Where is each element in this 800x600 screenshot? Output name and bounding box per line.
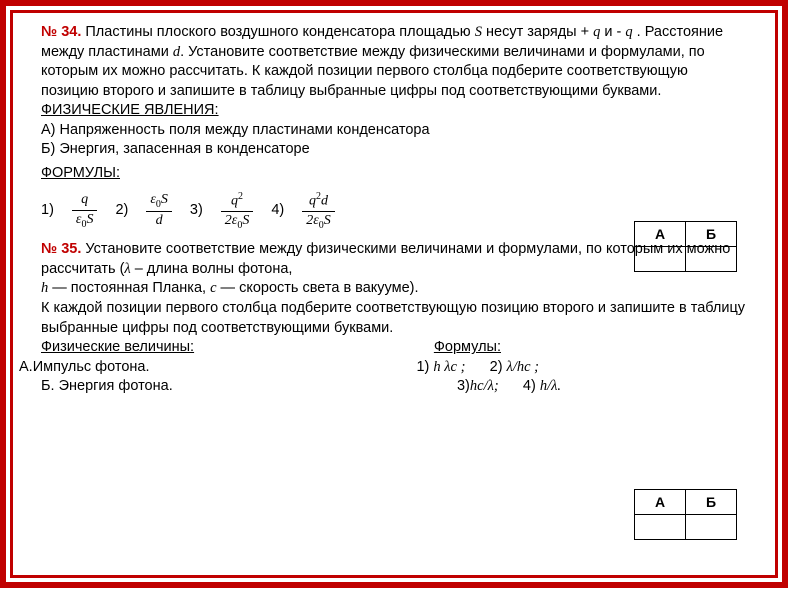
sq: 2 <box>238 191 243 202</box>
p34-option-a: А) Напряженность поля между пластинами к… <box>41 121 747 141</box>
p35-option-a: А.Импульс фотона. <box>19 358 150 378</box>
p34-col-b: Б <box>686 222 737 247</box>
p34-S: S <box>475 24 482 40</box>
problem-34-number: № 34. <box>41 24 81 40</box>
p35-cell-b[interactable] <box>686 515 737 540</box>
p35-f3f4: 3)hc/λ; 4) h/λ. <box>457 377 561 397</box>
p35-text3: — постоянная Планка, <box>48 280 210 296</box>
p34-f4-num: q2d <box>302 190 335 213</box>
S: S <box>242 213 249 228</box>
p34-f1-label: 1) <box>41 201 54 221</box>
content-frame: № 34. Пластины плоского воздушного конде… <box>10 10 778 578</box>
p35-f1f2: 1) h λc ; 2) λ/hc ; <box>416 358 539 378</box>
p35-cell-a[interactable] <box>635 515 686 540</box>
p35-f4-label: 4) <box>523 378 540 394</box>
p34-f1-num: q <box>72 191 98 211</box>
p34-col-a: А <box>635 222 686 247</box>
p34-answer-table: АБ <box>634 221 737 272</box>
q: q <box>231 193 238 208</box>
p35-f2: λ/hc ; <box>507 359 539 375</box>
p35-text5: К каждой позиции первого столбца подбери… <box>41 299 747 338</box>
S: S <box>324 213 331 228</box>
p34-text1: Пластины плоского воздушного конденсатор… <box>81 24 474 40</box>
p34-q2: q <box>625 24 632 40</box>
problem-35-number: № 35. <box>41 241 81 257</box>
p35-text4: — скорость света в вакууме). <box>217 280 419 296</box>
p34-f4-den: 2ε0S <box>302 212 335 232</box>
two-eps: 2ε <box>306 213 319 228</box>
p35-f3: hc/λ; <box>470 378 499 394</box>
p34-f2-label: 2) <box>115 201 128 221</box>
p34-option-b: Б) Энергия, запасенная в конденсаторе <box>41 140 747 160</box>
p34-f3-num: q2 <box>221 190 254 213</box>
p35-option-b: Б. Энергия фотона. <box>41 377 173 397</box>
two-eps: 2ε <box>225 213 238 228</box>
p34-f4: q2d 2ε0S <box>302 190 335 233</box>
p34-f2-den: d <box>146 212 172 231</box>
p35-phys-heading: Физические величины: <box>41 338 194 358</box>
p34-f2: ε0S d <box>146 191 172 231</box>
p34-f3-den: 2ε0S <box>221 212 254 232</box>
p34-f3: q2 2ε0S <box>221 190 254 233</box>
q: q <box>309 193 316 208</box>
d: d <box>321 193 328 208</box>
p35-f2-label: 2) <box>490 359 507 375</box>
p35-f1: h λc ; <box>433 359 465 375</box>
p34-phys-heading: ФИЗИЧЕСКИЕ ЯВЛЕНИЯ: <box>41 101 747 121</box>
p34-text2: несут заряды + <box>482 24 593 40</box>
p35-f4: h/λ. <box>540 378 561 394</box>
p34-f4-label: 4) <box>271 201 284 221</box>
p34-cell-a[interactable] <box>635 247 686 272</box>
p34-formulas-heading: ФОРМУЛЫ: <box>41 164 747 184</box>
p35-f3-label: 3) <box>457 378 470 394</box>
p34-cell-b[interactable] <box>686 247 737 272</box>
problem-34: № 34. Пластины плоского воздушного конде… <box>41 23 747 232</box>
p35-col-b: Б <box>686 490 737 515</box>
outer-border: № 34. Пластины плоского воздушного конде… <box>0 0 788 588</box>
p34-text3: и - <box>600 24 625 40</box>
p35-f1-label: 1) <box>416 359 433 375</box>
p34-f1-den: ε0S <box>72 211 98 231</box>
p34-f3-label: 3) <box>190 201 203 221</box>
p35-col-a: А <box>635 490 686 515</box>
p34-f2-num: ε0S <box>146 191 172 212</box>
p35-answer-table: АБ <box>634 489 737 540</box>
S: S <box>161 192 168 207</box>
p35-text2: – длина волны фотона, <box>131 261 293 277</box>
p35-formulas-heading: Формулы: <box>434 338 501 358</box>
S: S <box>86 212 93 227</box>
p34-f1: q ε0S <box>72 191 98 231</box>
